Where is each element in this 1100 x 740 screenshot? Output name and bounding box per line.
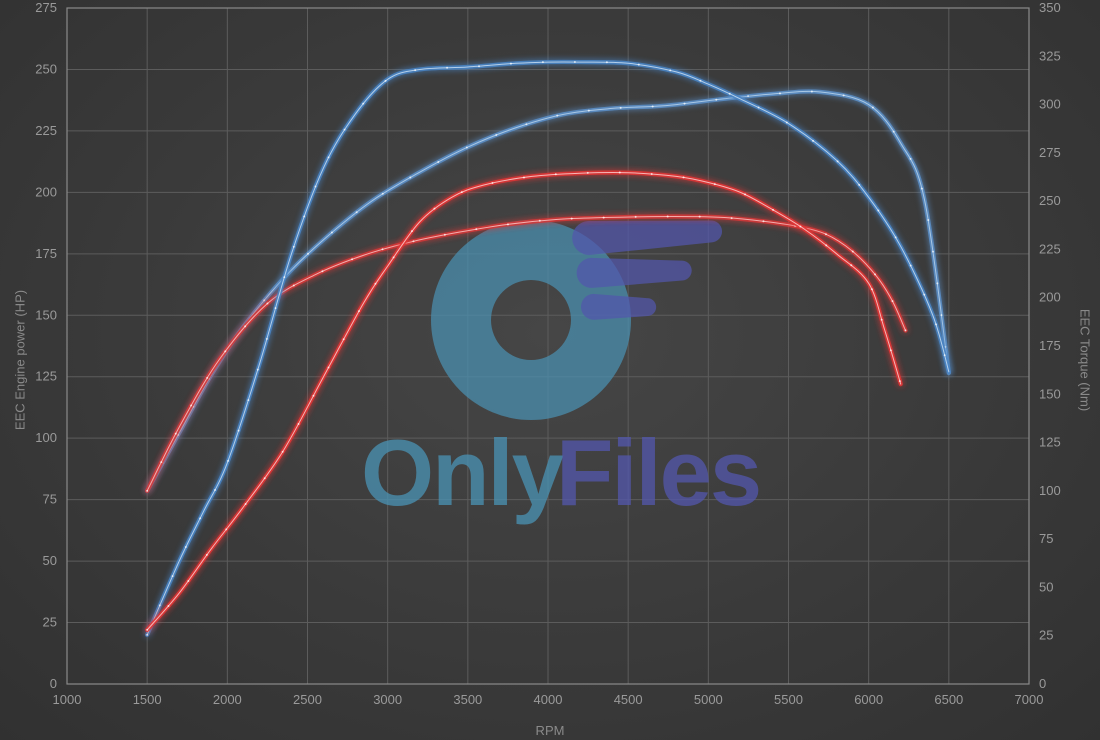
svg-text:Files: Files	[556, 420, 760, 525]
svg-text:2000: 2000	[213, 692, 242, 707]
svg-text:4000: 4000	[534, 692, 563, 707]
svg-text:125: 125	[35, 369, 57, 384]
svg-text:100: 100	[1039, 483, 1061, 498]
svg-text:275: 275	[35, 0, 57, 15]
svg-text:1500: 1500	[133, 692, 162, 707]
svg-text:50: 50	[1039, 579, 1053, 594]
svg-text:3500: 3500	[453, 692, 482, 707]
svg-text:4500: 4500	[614, 692, 643, 707]
svg-text:2500: 2500	[293, 692, 322, 707]
svg-text:5500: 5500	[774, 692, 803, 707]
svg-text:75: 75	[1039, 531, 1053, 546]
svg-text:50: 50	[43, 553, 57, 568]
svg-text:6500: 6500	[934, 692, 963, 707]
svg-text:25: 25	[1039, 628, 1053, 643]
svg-text:75: 75	[43, 492, 57, 507]
svg-text:0: 0	[50, 676, 57, 691]
svg-text:175: 175	[1039, 338, 1061, 353]
svg-text:325: 325	[1039, 48, 1061, 63]
svg-text:100: 100	[35, 430, 57, 445]
svg-text:125: 125	[1039, 435, 1061, 450]
svg-text:1000: 1000	[53, 692, 82, 707]
svg-text:150: 150	[35, 307, 57, 322]
svg-text:275: 275	[1039, 145, 1061, 160]
svg-text:250: 250	[35, 61, 57, 76]
svg-text:3000: 3000	[373, 692, 402, 707]
svg-text:0: 0	[1039, 676, 1046, 691]
svg-text:175: 175	[35, 246, 57, 261]
svg-text:Only: Only	[361, 420, 564, 525]
svg-text:6000: 6000	[854, 692, 883, 707]
svg-text:350: 350	[1039, 0, 1061, 15]
svg-text:300: 300	[1039, 97, 1061, 112]
svg-text:25: 25	[43, 615, 57, 630]
svg-text:150: 150	[1039, 386, 1061, 401]
svg-text:225: 225	[1039, 241, 1061, 256]
svg-text:5000: 5000	[694, 692, 723, 707]
svg-text:200: 200	[1039, 290, 1061, 305]
svg-text:225: 225	[35, 123, 57, 138]
svg-text:7000: 7000	[1015, 692, 1044, 707]
svg-text:250: 250	[1039, 193, 1061, 208]
svg-text:200: 200	[35, 184, 57, 199]
